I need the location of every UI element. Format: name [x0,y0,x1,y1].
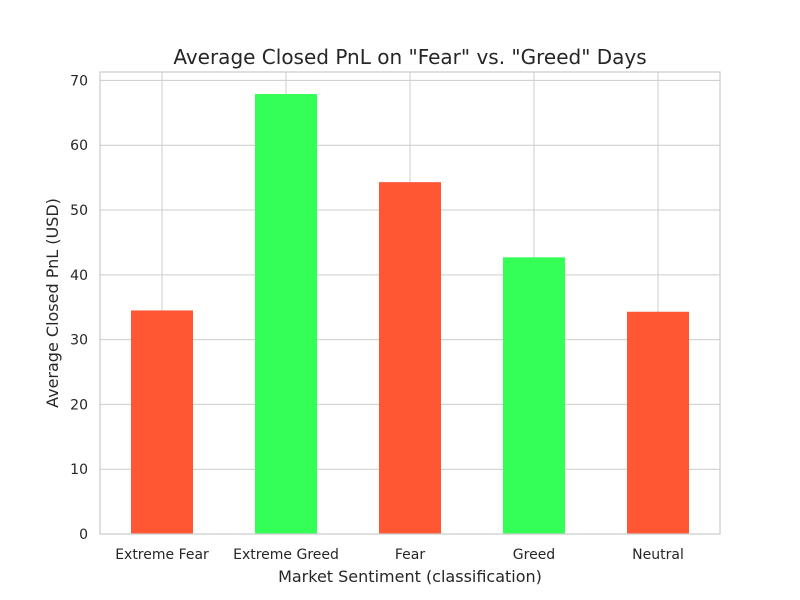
bar-greed [503,257,565,534]
x-tick-label: Extreme Greed [233,547,339,563]
y-axis-label: Average Closed PnL (USD) [43,198,62,408]
y-tick-label: 10 [70,462,88,478]
y-tick-label: 20 [70,397,88,413]
plot-frame [99,71,721,535]
y-tick-label: 0 [79,527,88,543]
bar-extreme-fear [131,310,193,534]
chart-title: Average Closed PnL on "Fear" vs. "Greed"… [173,45,646,69]
x-tick-label: Greed [513,547,555,563]
bar-extreme-greed [255,94,317,534]
x-tick-label: Neutral [632,547,684,563]
bars [131,94,689,534]
y-tick-label: 40 [70,268,88,284]
bar-fear [379,182,441,534]
y-tick-label: 70 [70,73,88,89]
y-tick-label: 50 [70,203,88,219]
y-tick-labels: 0 10 20 30 40 50 60 70 [70,73,88,543]
x-axis-label: Market Sentiment (classification) [278,567,542,586]
x-tick-labels: Extreme Fear Extreme Greed Fear Greed Neutra… [115,547,684,563]
x-tick-label: Extreme Fear [115,547,209,563]
y-tick-label: 30 [70,333,88,349]
x-tick-label: Fear [395,547,425,563]
y-tick-label: 60 [70,138,88,154]
bar-neutral [627,311,689,534]
